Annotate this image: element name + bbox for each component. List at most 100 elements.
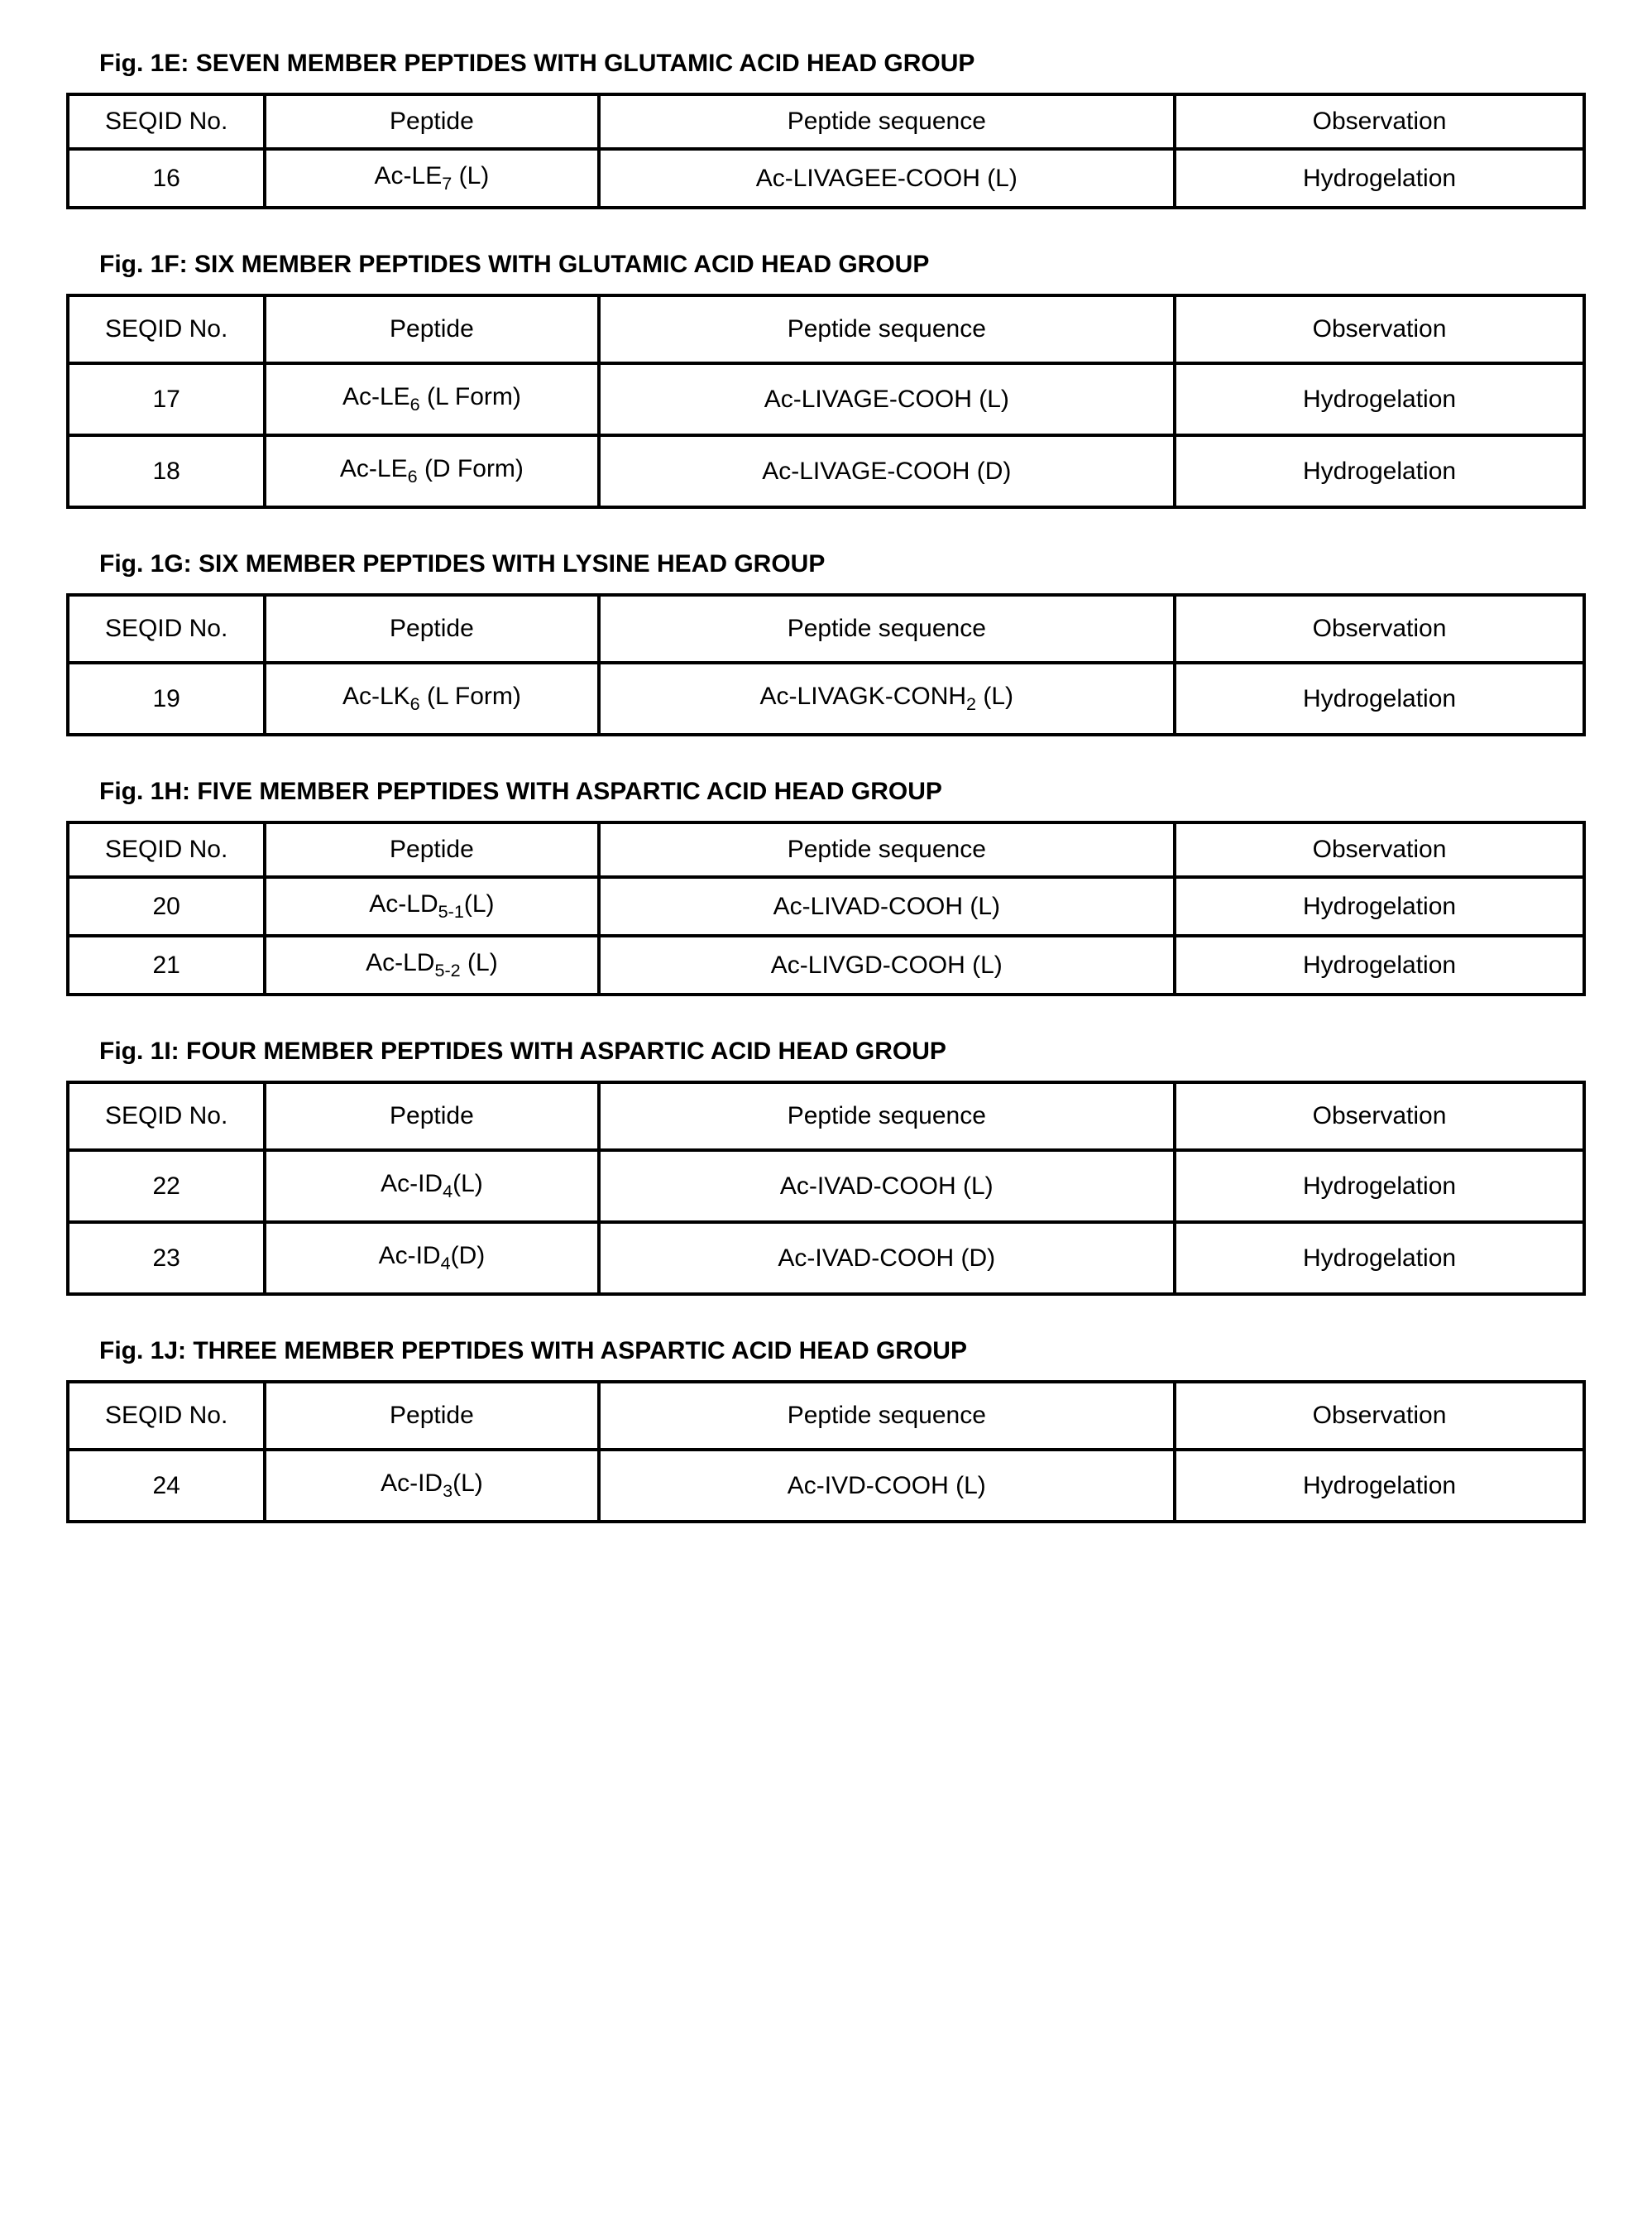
peptide-table: SEQID No.PeptidePeptide sequenceObservat… bbox=[66, 821, 1586, 996]
table-header-cell: Peptide bbox=[265, 822, 598, 877]
figure-section: Fig. 1I: FOUR MEMBER PEPTIDES WITH ASPAR… bbox=[66, 1038, 1586, 1296]
document-root: Fig. 1E: SEVEN MEMBER PEPTIDES WITH GLUT… bbox=[66, 50, 1586, 1523]
seqid-cell: 19 bbox=[68, 663, 265, 735]
observation-cell: Hydrogelation bbox=[1175, 936, 1584, 995]
figure-heading: Fig. 1H: FIVE MEMBER PEPTIDES WITH ASPAR… bbox=[66, 778, 1586, 806]
figure-heading: Fig. 1J: THREE MEMBER PEPTIDES WITH ASPA… bbox=[66, 1337, 1586, 1365]
figure-heading: Fig. 1G: SIX MEMBER PEPTIDES WITH LYSINE… bbox=[66, 550, 1586, 578]
figure-section: Fig. 1J: THREE MEMBER PEPTIDES WITH ASPA… bbox=[66, 1337, 1586, 1523]
table-header-cell: Peptide bbox=[265, 595, 598, 663]
table-header-row: SEQID No.PeptidePeptide sequenceObservat… bbox=[68, 1082, 1584, 1150]
figure-heading-text: FOUR MEMBER PEPTIDES WITH ASPARTIC ACID … bbox=[186, 1038, 946, 1065]
seqid-cell: 23 bbox=[68, 1222, 265, 1294]
table-header-cell: SEQID No. bbox=[68, 822, 265, 877]
figure-heading: Fig. 1I: FOUR MEMBER PEPTIDES WITH ASPAR… bbox=[66, 1038, 1586, 1066]
figure-heading-text: SIX MEMBER PEPTIDES WITH LYSINE HEAD GRO… bbox=[199, 550, 825, 578]
observation-cell: Hydrogelation bbox=[1175, 363, 1584, 435]
figure-heading-prefix: Fig. 1F: bbox=[99, 251, 194, 278]
seqid-cell: 20 bbox=[68, 877, 265, 936]
table-row: 22Ac-ID4(L)Ac-IVAD-COOH (L)Hydrogelation bbox=[68, 1150, 1584, 1222]
sequence-cell: Ac-IVAD-COOH (D) bbox=[599, 1222, 1176, 1294]
table-row: 17Ac-LE6 (L Form)Ac-LIVAGE-COOH (L)Hydro… bbox=[68, 363, 1584, 435]
figure-section: Fig. 1G: SIX MEMBER PEPTIDES WITH LYSINE… bbox=[66, 550, 1586, 736]
figure-heading-prefix: Fig. 1E: bbox=[99, 50, 196, 77]
table-header-cell: Peptide bbox=[265, 1082, 598, 1150]
figure-heading-prefix: Fig. 1I: bbox=[99, 1038, 186, 1065]
table-header-cell: SEQID No. bbox=[68, 94, 265, 149]
table-header-cell: SEQID No. bbox=[68, 1382, 265, 1450]
table-header-cell: Peptide bbox=[265, 295, 598, 363]
table-header-cell: Observation bbox=[1175, 822, 1584, 877]
observation-cell: Hydrogelation bbox=[1175, 663, 1584, 735]
figure-section: Fig. 1H: FIVE MEMBER PEPTIDES WITH ASPAR… bbox=[66, 778, 1586, 996]
peptide-cell: Ac-ID4(D) bbox=[265, 1222, 598, 1294]
peptide-table: SEQID No.PeptidePeptide sequenceObservat… bbox=[66, 93, 1586, 209]
peptide-cell: Ac-LE6 (D Form) bbox=[265, 435, 598, 507]
peptide-table: SEQID No.PeptidePeptide sequenceObservat… bbox=[66, 1380, 1586, 1523]
table-row: 21Ac-LD5-2 (L)Ac-LIVGD-COOH (L)Hydrogela… bbox=[68, 936, 1584, 995]
figure-heading-prefix: Fig. 1J: bbox=[99, 1337, 193, 1364]
sequence-cell: Ac-LIVAGEE-COOH (L) bbox=[599, 149, 1176, 208]
observation-cell: Hydrogelation bbox=[1175, 1150, 1584, 1222]
peptide-cell: Ac-LE6 (L Form) bbox=[265, 363, 598, 435]
observation-cell: Hydrogelation bbox=[1175, 1222, 1584, 1294]
table-row: 16Ac-LE7 (L)Ac-LIVAGEE-COOH (L)Hydrogela… bbox=[68, 149, 1584, 208]
observation-cell: Hydrogelation bbox=[1175, 435, 1584, 507]
table-header-row: SEQID No.PeptidePeptide sequenceObservat… bbox=[68, 595, 1584, 663]
table-row: 20Ac-LD5-1(L)Ac-LIVAD-COOH (L)Hydrogelat… bbox=[68, 877, 1584, 936]
sequence-cell: Ac-IVAD-COOH (L) bbox=[599, 1150, 1176, 1222]
figure-heading-prefix: Fig. 1G: bbox=[99, 550, 199, 578]
table-header-cell: Peptide sequence bbox=[599, 1082, 1176, 1150]
table-header-cell: Peptide sequence bbox=[599, 1382, 1176, 1450]
table-header-cell: Observation bbox=[1175, 94, 1584, 149]
observation-cell: Hydrogelation bbox=[1175, 1450, 1584, 1522]
table-header-cell: Peptide sequence bbox=[599, 295, 1176, 363]
sequence-cell: Ac-LIVGD-COOH (L) bbox=[599, 936, 1176, 995]
table-header-cell: Peptide sequence bbox=[599, 94, 1176, 149]
peptide-table: SEQID No.PeptidePeptide sequenceObservat… bbox=[66, 294, 1586, 509]
seqid-cell: 16 bbox=[68, 149, 265, 208]
sequence-cell: Ac-LIVAGE-COOH (D) bbox=[599, 435, 1176, 507]
observation-cell: Hydrogelation bbox=[1175, 877, 1584, 936]
seqid-cell: 21 bbox=[68, 936, 265, 995]
figure-heading-text: SEVEN MEMBER PEPTIDES WITH GLUTAMIC ACID… bbox=[196, 50, 975, 77]
figure-heading: Fig. 1F: SIX MEMBER PEPTIDES WITH GLUTAM… bbox=[66, 251, 1586, 279]
table-header-cell: Observation bbox=[1175, 595, 1584, 663]
table-row: 24Ac-ID3(L)Ac-IVD-COOH (L)Hydrogelation bbox=[68, 1450, 1584, 1522]
peptide-cell: Ac-ID3(L) bbox=[265, 1450, 598, 1522]
figure-heading-text: FIVE MEMBER PEPTIDES WITH ASPARTIC ACID … bbox=[197, 778, 942, 805]
seqid-cell: 22 bbox=[68, 1150, 265, 1222]
table-header-cell: Peptide bbox=[265, 1382, 598, 1450]
peptide-cell: Ac-ID4(L) bbox=[265, 1150, 598, 1222]
peptide-cell: Ac-LK6 (L Form) bbox=[265, 663, 598, 735]
table-header-row: SEQID No.PeptidePeptide sequenceObservat… bbox=[68, 1382, 1584, 1450]
table-header-row: SEQID No.PeptidePeptide sequenceObservat… bbox=[68, 822, 1584, 877]
table-header-cell: SEQID No. bbox=[68, 295, 265, 363]
peptide-table: SEQID No.PeptidePeptide sequenceObservat… bbox=[66, 1081, 1586, 1296]
table-header-row: SEQID No.PeptidePeptide sequenceObservat… bbox=[68, 295, 1584, 363]
figure-section: Fig. 1E: SEVEN MEMBER PEPTIDES WITH GLUT… bbox=[66, 50, 1586, 209]
table-header-cell: Peptide bbox=[265, 94, 598, 149]
sequence-cell: Ac-LIVAD-COOH (L) bbox=[599, 877, 1176, 936]
peptide-cell: Ac-LE7 (L) bbox=[265, 149, 598, 208]
figure-heading-text: THREE MEMBER PEPTIDES WITH ASPARTIC ACID… bbox=[193, 1337, 967, 1364]
table-header-cell: SEQID No. bbox=[68, 595, 265, 663]
table-row: 19Ac-LK6 (L Form)Ac-LIVAGK-CONH2 (L)Hydr… bbox=[68, 663, 1584, 735]
sequence-cell: Ac-IVD-COOH (L) bbox=[599, 1450, 1176, 1522]
table-header-cell: Peptide sequence bbox=[599, 595, 1176, 663]
figure-heading-text: SIX MEMBER PEPTIDES WITH GLUTAMIC ACID H… bbox=[194, 251, 929, 278]
table-header-cell: Observation bbox=[1175, 1382, 1584, 1450]
table-row: 18Ac-LE6 (D Form)Ac-LIVAGE-COOH (D)Hydro… bbox=[68, 435, 1584, 507]
figure-section: Fig. 1F: SIX MEMBER PEPTIDES WITH GLUTAM… bbox=[66, 251, 1586, 509]
table-header-row: SEQID No.PeptidePeptide sequenceObservat… bbox=[68, 94, 1584, 149]
peptide-table: SEQID No.PeptidePeptide sequenceObservat… bbox=[66, 593, 1586, 736]
figure-heading-prefix: Fig. 1H: bbox=[99, 778, 197, 805]
figure-heading: Fig. 1E: SEVEN MEMBER PEPTIDES WITH GLUT… bbox=[66, 50, 1586, 78]
peptide-cell: Ac-LD5-2 (L) bbox=[265, 936, 598, 995]
table-header-cell: Peptide sequence bbox=[599, 822, 1176, 877]
seqid-cell: 17 bbox=[68, 363, 265, 435]
sequence-cell: Ac-LIVAGK-CONH2 (L) bbox=[599, 663, 1176, 735]
table-row: 23Ac-ID4(D)Ac-IVAD-COOH (D)Hydrogelation bbox=[68, 1222, 1584, 1294]
seqid-cell: 24 bbox=[68, 1450, 265, 1522]
table-header-cell: Observation bbox=[1175, 1082, 1584, 1150]
